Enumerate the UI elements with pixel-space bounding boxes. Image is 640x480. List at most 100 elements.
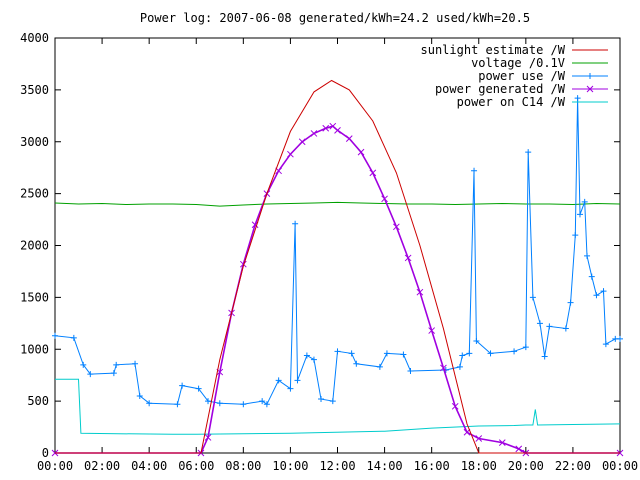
- series-line: [54, 98, 620, 405]
- data-point: [416, 288, 424, 296]
- x-tick-label: 18:00: [461, 459, 497, 473]
- data-point: [440, 364, 447, 372]
- x-tick-label: 14:00: [367, 459, 403, 473]
- y-tick-label: 1000: [20, 342, 49, 356]
- data-point: [239, 260, 247, 268]
- legend-label: sunlight estimate /W: [421, 43, 566, 57]
- series-layer: [51, 79, 624, 457]
- x-tick-label: 04:00: [131, 459, 167, 473]
- legend-label: voltage /0.1V: [471, 56, 565, 70]
- data-point: [451, 402, 459, 410]
- data-point: [463, 428, 471, 436]
- legend-marker: [586, 85, 594, 93]
- data-point: [174, 401, 181, 408]
- y-tick-label: 2500: [20, 187, 49, 201]
- data-point: [536, 320, 543, 327]
- data-point: [529, 294, 536, 301]
- series-3: [51, 122, 624, 457]
- data-point: [334, 348, 341, 355]
- data-point: [322, 124, 330, 132]
- series-4: [55, 378, 621, 435]
- data-point: [80, 361, 87, 368]
- data-point: [310, 356, 317, 363]
- data-point: [498, 439, 506, 446]
- y-tick-label: 4000: [20, 31, 49, 45]
- y-tick-label: 500: [27, 394, 49, 408]
- x-tick-label: 22:00: [555, 459, 591, 473]
- data-point: [567, 299, 574, 306]
- legend-label: power use /W: [478, 69, 565, 83]
- x-tick-label: 20:00: [508, 459, 544, 473]
- data-point: [240, 401, 247, 408]
- series-2: [52, 95, 623, 408]
- series-line: [55, 125, 620, 454]
- data-point: [205, 398, 212, 405]
- x-tick-label: 12:00: [319, 459, 355, 473]
- data-point: [588, 273, 595, 280]
- x-tick-label: 02:00: [84, 459, 120, 473]
- data-point: [546, 323, 553, 330]
- data-point: [275, 377, 282, 384]
- data-point: [179, 382, 186, 389]
- data-point: [515, 445, 523, 453]
- data-point: [525, 149, 532, 156]
- data-point: [576, 211, 583, 218]
- data-point: [348, 350, 355, 357]
- data-point: [466, 350, 473, 357]
- legend-label: power on C14 /W: [457, 95, 566, 109]
- y-tick-label: 3500: [20, 83, 49, 97]
- data-point: [511, 348, 518, 355]
- data-point: [393, 223, 400, 231]
- x-tick-label: 00:00: [602, 459, 638, 473]
- y-tick-label: 3000: [20, 135, 49, 149]
- data-point: [303, 352, 310, 359]
- data-point: [602, 341, 609, 348]
- x-tick-label: 10:00: [272, 459, 308, 473]
- data-point: [294, 377, 301, 384]
- data-point: [113, 361, 120, 368]
- data-point: [572, 232, 579, 239]
- data-point: [428, 327, 436, 334]
- data-point: [471, 167, 478, 174]
- data-point: [334, 126, 341, 134]
- data-point: [581, 198, 588, 205]
- data-point: [136, 392, 143, 399]
- data-point: [204, 434, 212, 441]
- data-point: [146, 400, 153, 407]
- legend-marker: [587, 73, 593, 79]
- data-point: [522, 344, 529, 351]
- data-point: [329, 398, 336, 405]
- data-point: [383, 350, 390, 357]
- data-point: [600, 288, 607, 295]
- data-point: [353, 360, 360, 367]
- x-tick-label: 00:00: [37, 459, 73, 473]
- data-point: [584, 252, 591, 259]
- data-point: [404, 254, 412, 262]
- x-tick-label: 06:00: [178, 459, 214, 473]
- axis-ticks: 0 500 1000 1500 2000 2500 3000 3500 4000 00:00 02:…: [20, 31, 638, 473]
- data-point: [459, 352, 466, 359]
- data-point: [70, 334, 77, 341]
- legend-label: power generated /W: [435, 82, 566, 96]
- data-point: [318, 396, 325, 403]
- data-point: [473, 337, 480, 344]
- data-point: [456, 363, 463, 370]
- data-point: [87, 371, 94, 378]
- series-line: [55, 378, 621, 435]
- data-point: [357, 148, 365, 156]
- data-point: [298, 138, 306, 146]
- y-tick-label: 1500: [20, 290, 49, 304]
- chart-title: Power log: 2007-06-08 generated/kWh=24.2…: [140, 11, 530, 25]
- data-point: [259, 398, 266, 405]
- data-point: [310, 130, 318, 137]
- data-point: [263, 401, 270, 408]
- series-1: [54, 201, 621, 207]
- data-point: [407, 368, 414, 375]
- data-point: [617, 335, 623, 342]
- x-tick-label: 16:00: [414, 459, 450, 473]
- data-point: [132, 360, 139, 367]
- y-tick-label: 0: [42, 446, 49, 460]
- data-point: [110, 370, 117, 377]
